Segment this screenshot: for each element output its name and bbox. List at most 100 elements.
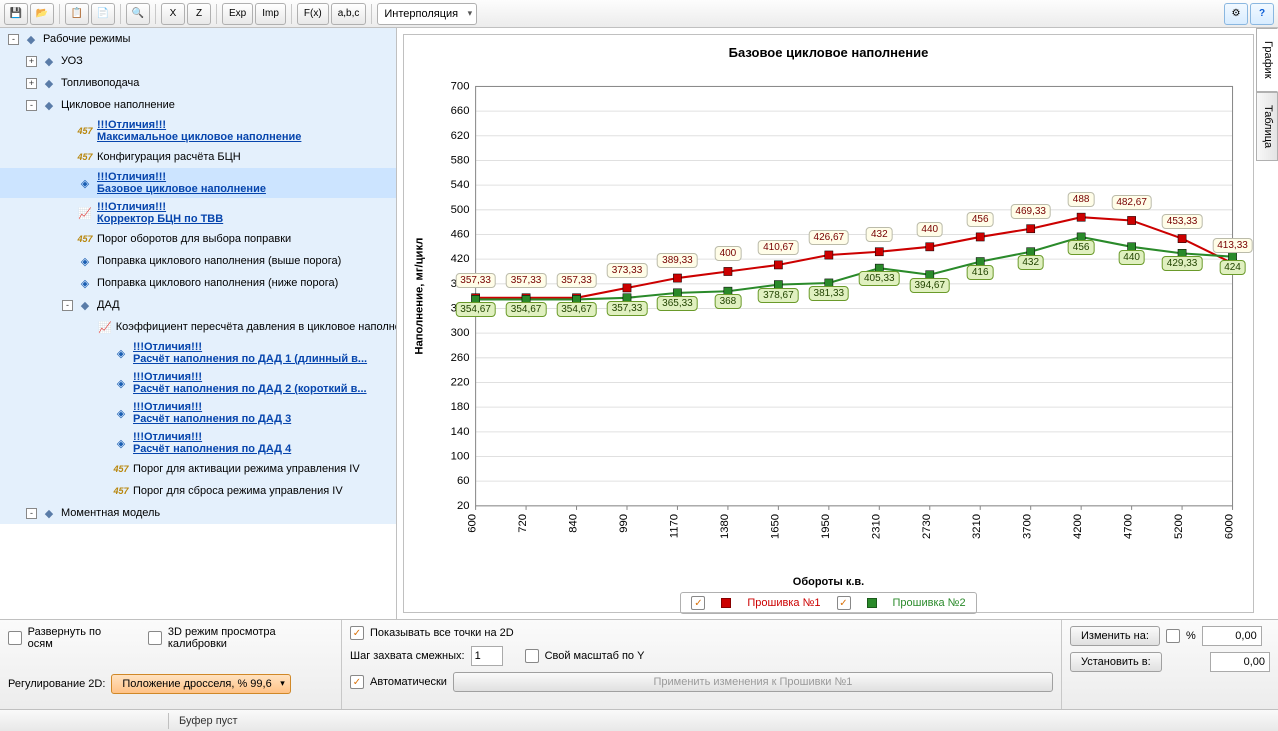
expand-axes-check[interactable] (8, 631, 22, 645)
legend: ✓ Прошивка №1 ✓ Прошивка №2 (680, 592, 976, 614)
save-icon[interactable]: 💾 (4, 3, 28, 25)
tree-item[interactable]: 📈Коэффициент пересчёта давления в циклов… (0, 316, 396, 338)
show-points-check[interactable]: ✓ (350, 626, 364, 640)
tree-item[interactable]: 457Порог оборотов для выбора поправки (0, 228, 396, 250)
tree-item[interactable]: 457!!!Отличия!!!Максимальное цикловое на… (0, 116, 396, 146)
bottom-panel: Развернуть по осям 3D режим просмотра ка… (0, 619, 1278, 709)
data-label: 357,33 (506, 273, 547, 288)
own-scale-check[interactable] (525, 649, 539, 663)
change-value-input[interactable] (1202, 626, 1262, 646)
data-label: 410,67 (758, 240, 799, 255)
throttle-combo[interactable]: Положение дросселя, % 99,6 (111, 674, 290, 694)
tree-item[interactable]: ◈!!!Отличия!!!Расчёт наполнения по ДАД 3 (0, 398, 396, 428)
tree-item[interactable]: 457Порог для сброса режима управления IV (0, 480, 396, 502)
copy-icon[interactable]: 📋 (65, 3, 89, 25)
data-label: 357,33 (607, 301, 648, 316)
data-label: 416 (967, 265, 994, 280)
open-icon[interactable]: 📂 (30, 3, 54, 25)
own-scale-label: Свой масштаб по Y (545, 650, 645, 662)
percent-check[interactable] (1166, 629, 1180, 643)
data-label: 482,67 (1111, 195, 1152, 210)
legend-swatch-1 (721, 598, 731, 608)
data-label: 354,67 (455, 302, 496, 317)
data-label: 488 (1068, 192, 1095, 207)
tree-panel: -◆Рабочие режимы+◆УОЗ+◆Топливоподача-◆Ци… (0, 28, 397, 619)
tree-item[interactable]: -◆ДАД (0, 294, 396, 316)
x-button[interactable]: X (161, 3, 185, 25)
legend-label-2: Прошивка №2 (893, 597, 966, 609)
data-label: 357,33 (556, 273, 597, 288)
data-label: 400 (715, 246, 742, 261)
show-points-label: Показывать все точки на 2D (370, 627, 514, 639)
paste-icon[interactable]: 📄 (91, 3, 115, 25)
data-label: 440 (916, 222, 943, 237)
data-label: 426,67 (809, 230, 850, 245)
3d-mode-check[interactable] (148, 631, 162, 645)
auto-label: Автоматически (370, 676, 447, 688)
tree-item[interactable]: +◆УОЗ (0, 50, 396, 72)
tree-item[interactable]: -◆Цикловое наполнение (0, 94, 396, 116)
data-label: 432 (866, 227, 893, 242)
data-label: 469,33 (1010, 204, 1051, 219)
data-label: 456 (1068, 240, 1095, 255)
set-to-button[interactable]: Установить в: (1070, 652, 1162, 672)
data-label: 453,33 (1162, 214, 1203, 229)
mode-combo[interactable]: Интерполяция (377, 3, 477, 25)
data-label: 413,33 (1212, 238, 1253, 253)
tree-item[interactable]: 457Порог для активации режима управления… (0, 458, 396, 480)
data-label: 378,67 (758, 288, 799, 303)
auto-check[interactable]: ✓ (350, 675, 364, 689)
percent-label: % (1186, 630, 1196, 642)
tab-table[interactable]: Таблица (1256, 92, 1278, 161)
tree-item[interactable]: -◆Рабочие режимы (0, 28, 396, 50)
tree-item[interactable]: 📈!!!Отличия!!!Корректор БЦН по ТВВ (0, 198, 396, 228)
tree-item[interactable]: +◆Топливоподача (0, 72, 396, 94)
data-label: 381,33 (809, 286, 850, 301)
tree-item[interactable]: ◈!!!Отличия!!!Расчёт наполнения по ДАД 1… (0, 338, 396, 368)
data-label: 424 (1219, 260, 1246, 275)
tree-item[interactable]: 457Конфигурация расчёта БЦН (0, 146, 396, 168)
data-label: 373,33 (607, 263, 648, 278)
apply-button[interactable]: Применить изменения к Прошивки №1 (453, 672, 1053, 692)
settings-icon[interactable]: ⚙ (1224, 3, 1248, 25)
tab-chart[interactable]: График (1256, 28, 1278, 92)
tree-item[interactable]: ◈!!!Отличия!!!Базовое цикловое наполнени… (0, 168, 396, 198)
data-label: 456 (967, 212, 994, 227)
data-label: 354,67 (556, 302, 597, 317)
reg2d-label: Регулирование 2D: (8, 678, 105, 690)
tree[interactable]: -◆Рабочие режимы+◆УОЗ+◆Топливоподача-◆Ци… (0, 28, 396, 619)
imp-button[interactable]: Imp (255, 3, 286, 25)
data-label: 405,33 (859, 271, 900, 286)
data-label: 354,67 (506, 302, 547, 317)
help-icon[interactable]: ? (1250, 3, 1274, 25)
expand-axes-label: Развернуть по осям (28, 626, 127, 650)
status-buffer: Буфер пуст (179, 715, 238, 727)
chart-title: Базовое цикловое наполнение (404, 35, 1253, 66)
legend-check-1[interactable]: ✓ (691, 596, 705, 610)
change-to-button[interactable]: Изменить на: (1070, 626, 1160, 646)
chart-panel: График Таблица Базовое цикловое наполнен… (397, 28, 1278, 619)
tree-item[interactable]: ◈Поправка циклового наполнения (ниже пор… (0, 272, 396, 294)
step-input[interactable] (471, 646, 503, 666)
status-bar: Буфер пуст (0, 709, 1278, 731)
legend-label-1: Прошивка №1 (747, 597, 820, 609)
legend-swatch-2 (867, 598, 877, 608)
z-button[interactable]: Z (187, 3, 211, 25)
set-value-input[interactable] (1210, 652, 1270, 672)
data-label: 429,33 (1162, 256, 1203, 271)
legend-check-2[interactable]: ✓ (837, 596, 851, 610)
tree-item[interactable]: ◈!!!Отличия!!!Расчёт наполнения по ДАД 4 (0, 428, 396, 458)
exp-button[interactable]: Exp (222, 3, 253, 25)
abc-button[interactable]: a,b,c (331, 3, 367, 25)
step-label: Шаг захвата смежных: (350, 650, 465, 662)
fx-button[interactable]: F(x) (297, 3, 329, 25)
find-icon[interactable]: 🔍 (126, 3, 150, 25)
data-label: 368 (715, 294, 742, 309)
data-label: 440 (1118, 250, 1145, 265)
toolbar: 💾 📂 📋 📄 🔍 X Z Exp Imp F(x) a,b,c Интерпо… (0, 0, 1278, 28)
data-label: 394,67 (909, 278, 950, 293)
tree-item[interactable]: ◈!!!Отличия!!!Расчёт наполнения по ДАД 2… (0, 368, 396, 398)
data-label: 365,33 (657, 296, 698, 311)
tree-item[interactable]: -◆Моментная модель (0, 502, 396, 524)
tree-item[interactable]: ◈Поправка циклового наполнения (выше пор… (0, 250, 396, 272)
